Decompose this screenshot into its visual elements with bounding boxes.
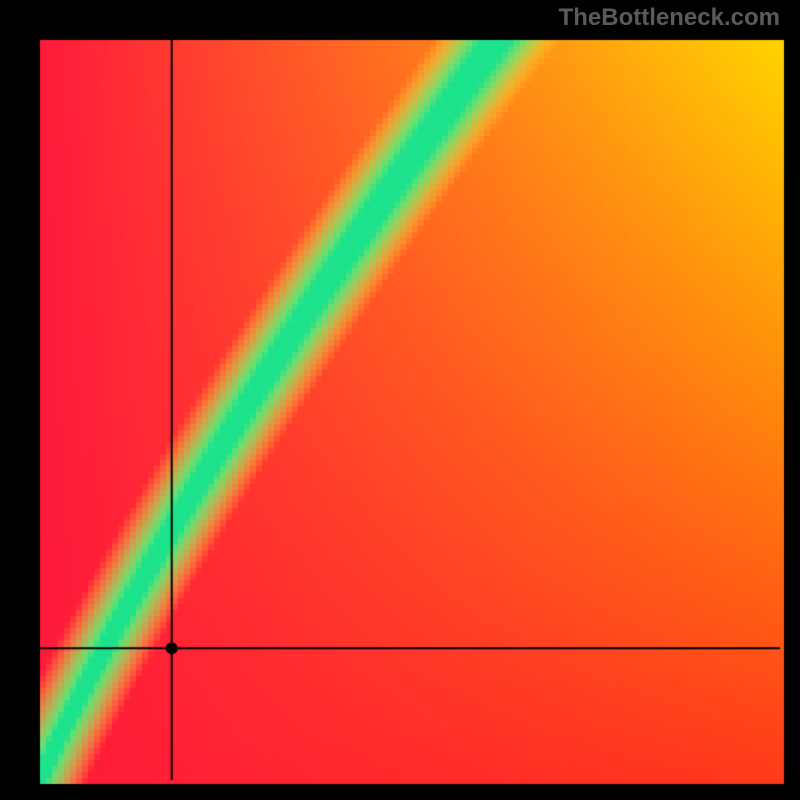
chart-container: TheBottleneck.com — [0, 0, 800, 800]
heatmap-canvas — [0, 0, 800, 800]
watermark-text: TheBottleneck.com — [559, 4, 780, 32]
